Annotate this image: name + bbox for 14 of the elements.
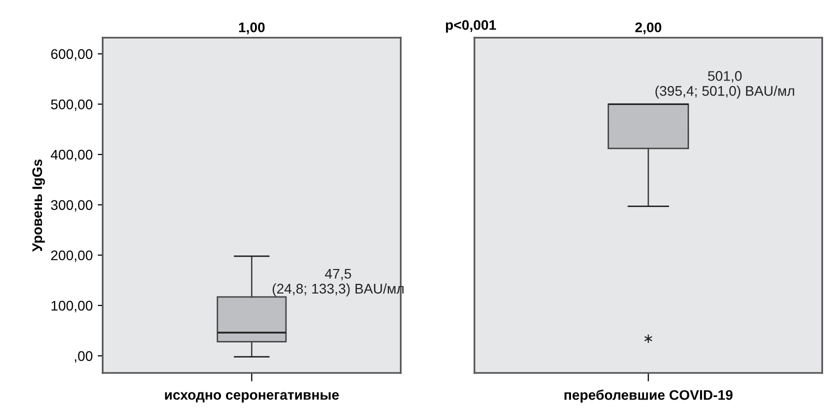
y-tick-label: 200,00 [51, 250, 92, 262]
annotation: 501,0 (395,4; 501,0) BAU/мл [655, 71, 794, 99]
y-tick-label: ,00 [74, 351, 92, 363]
chart-title: 2,00 [635, 22, 662, 34]
text: p<0,001 [446, 20, 496, 33]
y-tick-label: 600,00 [51, 49, 92, 61]
y-tick-label: 100,00 [52, 300, 92, 312]
y-tick-label: 400,00 [50, 150, 92, 162]
x-tick-label: переболевшие COVID-19 [564, 390, 733, 403]
y-axis-title: Уровень IgGs [32, 159, 45, 252]
x-tick-label: исходно серонегативные [165, 392, 339, 403]
y-tick-label: 500,00 [51, 99, 92, 111]
chart-title: 1,00 [239, 22, 265, 34]
y-tick-label: 300,00 [51, 200, 92, 212]
